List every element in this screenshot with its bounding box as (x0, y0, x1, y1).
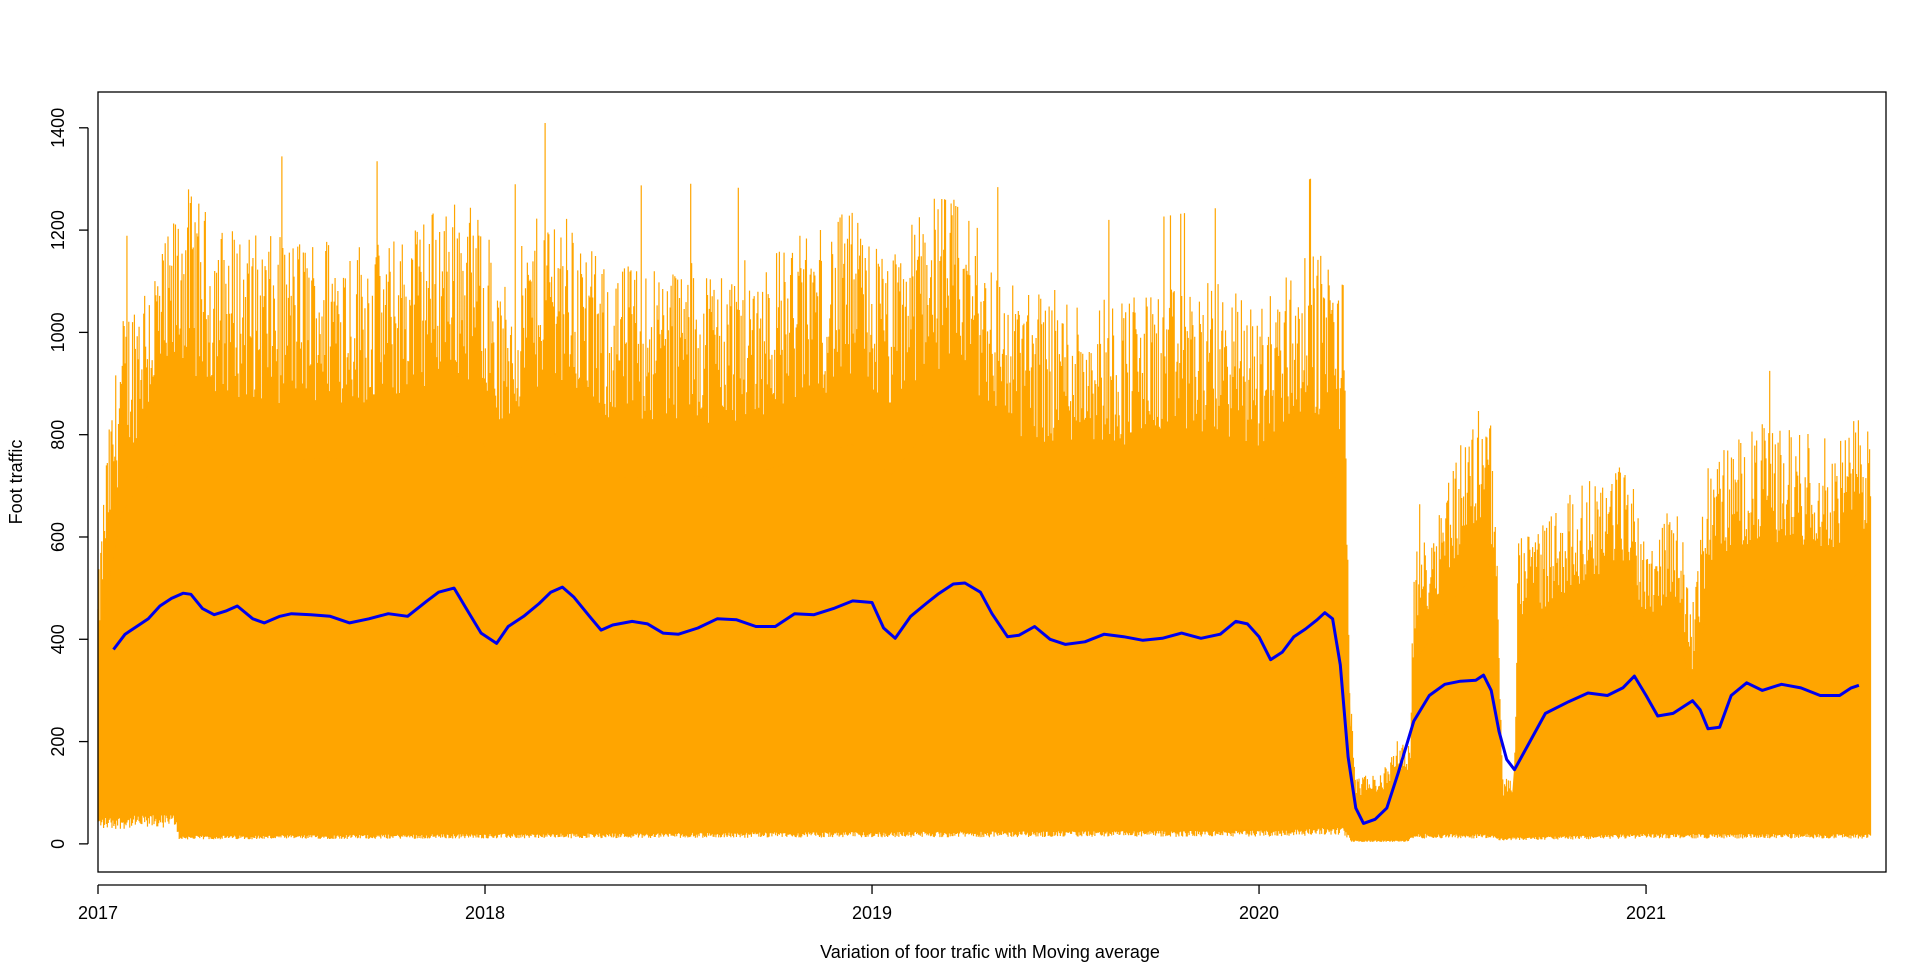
y-tick-label: 600 (48, 522, 68, 552)
x-tick-label: 2020 (1239, 903, 1279, 923)
y-tick-label: 400 (48, 624, 68, 654)
moving-average-series (112, 581, 1860, 825)
y-axis: 0 200 400 600 800 1000 1200 1400 (48, 108, 89, 849)
y-tick-label: 1000 (48, 312, 68, 352)
x-tick-label: 2021 (1626, 903, 1666, 923)
x-tick-label: 2017 (78, 903, 118, 923)
y-tick-label: 200 (48, 727, 68, 757)
raw-traffic-series (97, 122, 1872, 843)
y-axis-title: Foot traffic (6, 440, 26, 525)
x-tick-label: 2019 (852, 903, 892, 923)
y-tick-label: 1200 (48, 210, 68, 250)
plot-frame (97, 91, 1887, 873)
x-axis-title: Variation of foor trafic with Moving ave… (820, 942, 1160, 962)
raw-traffic-body (98, 427, 1871, 841)
moving-average-line (112, 581, 1860, 825)
x-axis: 2017 2018 2019 2020 2021 (78, 884, 1666, 923)
y-tick-label: 1400 (48, 108, 68, 148)
y-tick-label: 0 (48, 839, 68, 849)
y-tick-label: 800 (48, 420, 68, 450)
x-tick-label: 2018 (465, 903, 505, 923)
